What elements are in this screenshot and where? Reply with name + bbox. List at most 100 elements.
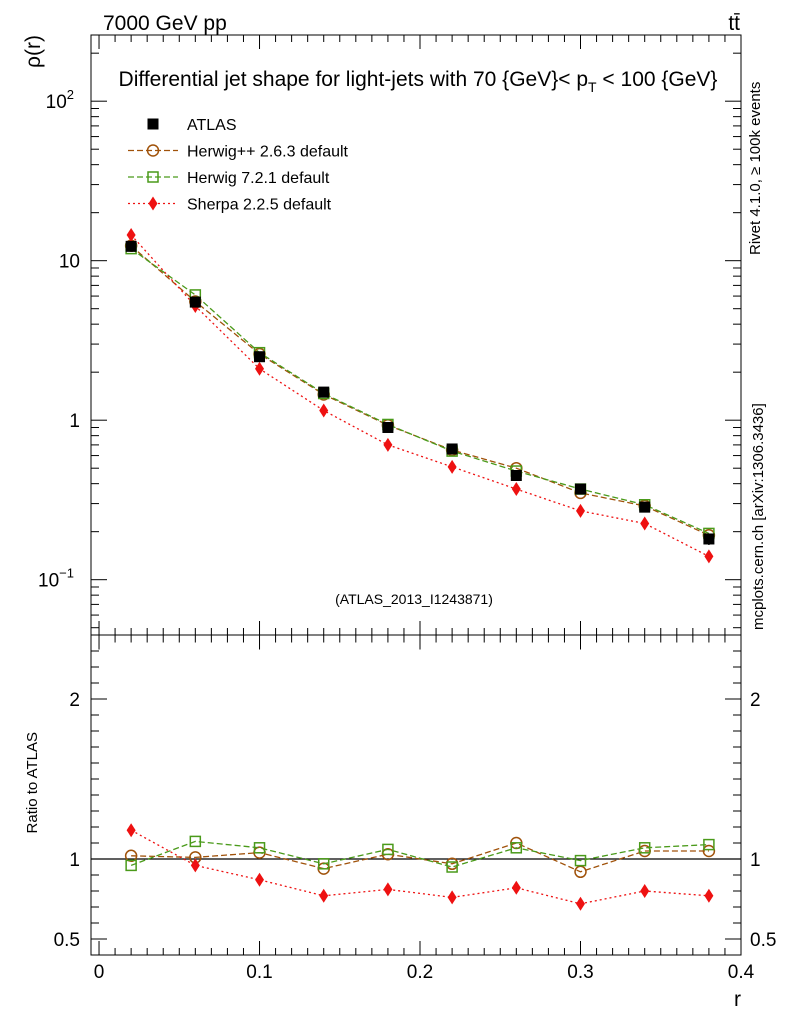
- legend-marker: [147, 118, 159, 130]
- ratio-point: [319, 888, 329, 903]
- data-point: [575, 483, 587, 495]
- ratio-point: [317, 858, 330, 870]
- series-line: [130, 234, 710, 557]
- ratio-point: [511, 880, 521, 895]
- energy-label: 7000 GeV pp: [103, 12, 227, 35]
- ratio-point: [253, 842, 266, 854]
- ratio-point: [189, 835, 202, 848]
- data-point: [576, 503, 586, 518]
- x-tick-label: 0.3: [567, 962, 593, 983]
- plot-title-subscript: T: [588, 79, 597, 95]
- rivet-version-label: Rivet 4.1.0, ≥ 100k events: [747, 82, 764, 255]
- data-point: [703, 533, 715, 545]
- ratio-point: [124, 849, 138, 863]
- ratio-point: [640, 884, 650, 898]
- ratio-y-tick-label-left: 2: [69, 690, 80, 711]
- plot-title: Differential jet shape for light-jets wi…: [119, 68, 718, 95]
- ratio-point: [190, 858, 200, 873]
- ratio-line: [131, 842, 709, 873]
- main-series-layer: [124, 227, 716, 564]
- x-tick-label: 0.4: [728, 962, 755, 983]
- tick-exponent: 2: [67, 87, 74, 102]
- ratio-y-tick-label-right: 1: [750, 850, 761, 871]
- legend-item: ATLAS: [147, 117, 237, 134]
- ratio-point: [446, 861, 458, 873]
- legend-label: Sherpa 2.2.5 default: [187, 197, 332, 214]
- ratio-y-axis-label: Ratio to ATLAS: [24, 732, 41, 833]
- main-y-tick-label: 102: [46, 87, 74, 113]
- ratio-y-tick-label-left: 1: [69, 850, 80, 871]
- legend-marker: [146, 144, 160, 157]
- analysis-id-watermark: (ATLAS_2013_I1243871): [335, 591, 493, 607]
- main-y-axis-label: ρ(r): [22, 35, 45, 68]
- x-tick-label: 0.2: [407, 962, 433, 983]
- source-label: mcplots.cern.ch [arXiv:1306.3436]: [750, 403, 767, 630]
- data-point: [383, 437, 393, 452]
- x-tick-label: 0: [94, 962, 105, 983]
- data-point: [446, 443, 458, 455]
- x-tick-label: 0.1: [246, 962, 272, 983]
- data-point: [511, 482, 521, 497]
- ratio-point: [382, 843, 394, 856]
- legend: ATLAS Herwig++ 2.6.3 default Herwig 7.2.1 …: [128, 117, 349, 214]
- data-point: [447, 459, 457, 474]
- tick-base: 10: [38, 571, 59, 592]
- series-herwig-7-2-1-default: [125, 242, 715, 540]
- legend-label: ATLAS: [187, 117, 237, 134]
- data-point: [126, 227, 136, 242]
- data-point: [125, 240, 137, 252]
- ratio-series-layer: [124, 823, 716, 911]
- data-point: [510, 470, 522, 482]
- legend-label: Herwig 7.2.1 default: [187, 170, 330, 187]
- ratio-point: [576, 896, 586, 911]
- main-y-tick-label: 10−1: [38, 566, 74, 592]
- ratio-point: [255, 872, 265, 887]
- ratio-point: [702, 844, 716, 858]
- series-atlas: [125, 240, 715, 545]
- plot-title-main: Differential jet shape for light-jets wi…: [119, 68, 588, 91]
- legend-marker: [148, 196, 158, 211]
- legend-label: Herwig++ 2.6.3 default: [187, 144, 349, 161]
- data-point: [319, 403, 329, 418]
- ratio-point: [510, 842, 523, 854]
- data-point: [255, 361, 265, 376]
- main-y-tick-label: 1: [69, 411, 80, 432]
- series-line: [130, 245, 710, 536]
- data-point: [382, 421, 394, 433]
- legend-item: Herwig++ 2.6.3 default: [128, 144, 349, 161]
- ratio-point: [704, 888, 714, 903]
- ratio-line: [130, 840, 709, 868]
- ratio-y-tick-label-right: 0.5: [750, 930, 776, 951]
- series-sherpa-2-2-5-default: [126, 227, 714, 564]
- legend-item: Sherpa 2.2.5 default: [128, 196, 332, 214]
- legend-item: Herwig 7.2.1 default: [128, 170, 330, 187]
- data-point: [639, 501, 651, 513]
- plot-title-tail: < 100 {GeV}: [597, 68, 718, 91]
- tick-exponent: −1: [59, 566, 74, 581]
- ratio-point: [383, 882, 393, 897]
- legend-marker: [147, 171, 159, 183]
- ratio-point: [447, 890, 457, 905]
- data-point: [189, 296, 201, 308]
- ratio-point: [126, 823, 136, 838]
- data-point: [254, 351, 266, 363]
- ratio-point: [574, 854, 587, 867]
- ratio-point: [638, 842, 651, 854]
- ratio-y-tick-label-left: 0.5: [54, 930, 80, 951]
- ratio-series-herwig-7-2-1-default: [125, 835, 715, 873]
- x-axis-label: r: [734, 988, 741, 1011]
- ratio-y-tick-label-right: 2: [750, 690, 761, 711]
- ratio-point: [125, 859, 137, 872]
- tick-base: 10: [46, 92, 67, 113]
- data-point: [318, 386, 330, 398]
- ratio-plot-frame: [90, 634, 742, 956]
- series-line: [130, 248, 710, 535]
- data-point: [704, 549, 714, 564]
- process-label: tt̄: [728, 12, 740, 35]
- data-point: [640, 516, 650, 531]
- ratio-point: [703, 838, 715, 851]
- ratio-line: [130, 829, 709, 905]
- main-y-tick-label: 10: [59, 252, 80, 273]
